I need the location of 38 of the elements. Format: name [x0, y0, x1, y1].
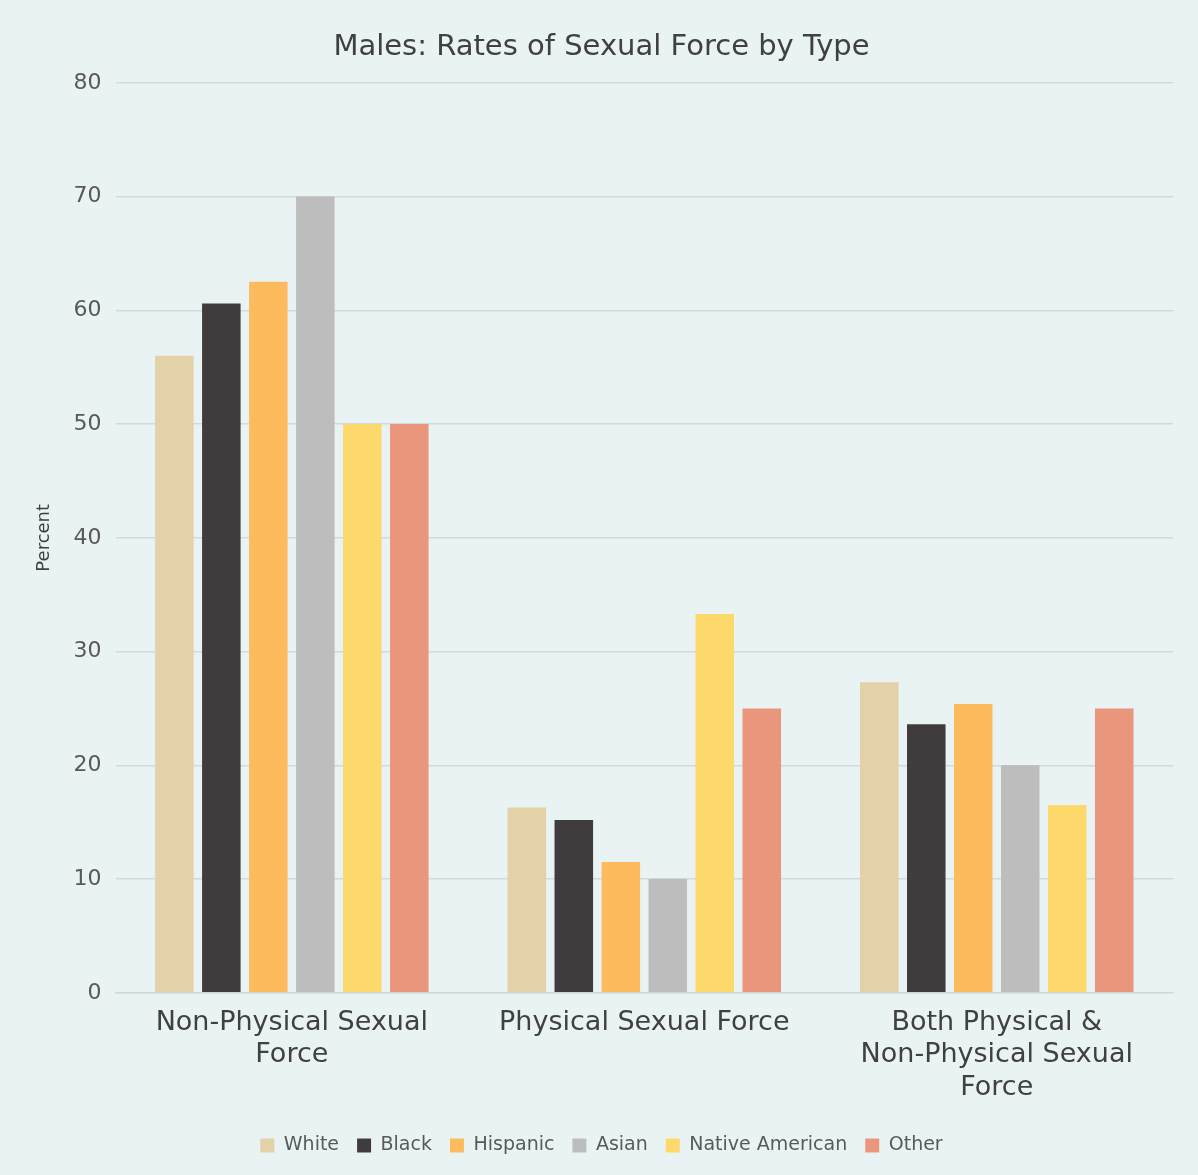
bar [1001, 765, 1040, 993]
bar [507, 807, 547, 993]
bar [601, 861, 641, 993]
bar [954, 703, 993, 993]
x-tick-label: Non-Physical Sexual Force [155, 1005, 429, 1069]
bar [648, 879, 688, 993]
y-tick-label: 60 [73, 296, 102, 322]
y-axis-title: Percent [32, 503, 54, 572]
bar [1047, 805, 1087, 993]
legend-label: Asian [595, 1132, 648, 1155]
legend-label: Hispanic [473, 1132, 555, 1155]
y-tick-label: 20 [73, 751, 102, 777]
bar [249, 281, 288, 993]
bar [296, 196, 335, 993]
bar [343, 424, 382, 993]
y-tick-label: 70 [73, 182, 102, 208]
bar [907, 724, 946, 993]
y-tick-label: 10 [73, 864, 102, 890]
bar [155, 355, 194, 993]
x-tick-label: Both Physical & Non-Physical Sexual Force [860, 1005, 1133, 1101]
x-tick-label: Physical Sexual Force [499, 1005, 790, 1037]
bar [554, 819, 594, 993]
bar [390, 424, 429, 993]
bar [202, 303, 241, 993]
bar [1094, 708, 1134, 993]
y-tick-label: 80 [73, 68, 102, 94]
y-tick-label: 40 [73, 523, 102, 549]
bar [742, 708, 782, 993]
legend-label: Other [888, 1132, 943, 1155]
legend-label: White [283, 1132, 340, 1155]
y-tick-label: 0 [87, 978, 102, 1004]
y-tick-label: 50 [73, 409, 102, 435]
bar [695, 614, 735, 993]
legend-label: Black [380, 1132, 432, 1155]
y-tick-label: 30 [73, 637, 102, 663]
chart-title: Males: Rates of Sexual Force by Type [333, 27, 870, 62]
bar [860, 682, 899, 993]
legend-label: Native American [689, 1132, 848, 1155]
